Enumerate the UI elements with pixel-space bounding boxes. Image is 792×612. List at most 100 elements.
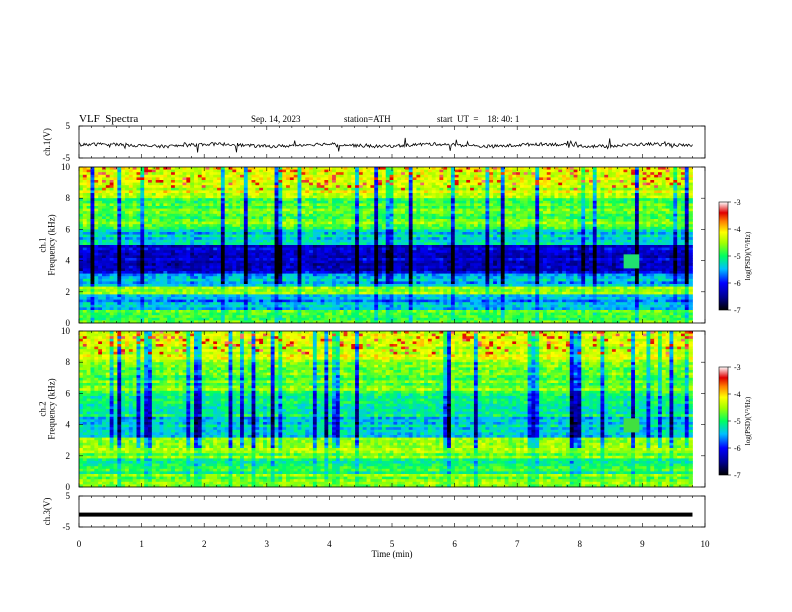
spectrogram-cell (301, 198, 305, 201)
spectrogram-cell (194, 190, 198, 193)
spectrogram-cell (646, 242, 650, 245)
spectrogram-cell (351, 219, 355, 222)
spectrogram-cell (554, 219, 558, 222)
spectrogram-cell (593, 172, 597, 175)
spectrogram-cell (156, 206, 160, 209)
spectrogram-cell (528, 240, 532, 243)
spectrogram-cell (420, 224, 424, 227)
spectrogram-cell (190, 235, 194, 238)
spectrogram-cell (336, 206, 340, 209)
spectrogram-cell (213, 232, 217, 235)
spectrogram-cell (654, 209, 658, 212)
spectrogram-cell (558, 216, 562, 219)
spectrogram-cell (635, 206, 639, 209)
spectrogram-cell (140, 193, 144, 196)
spectrogram-cell (275, 206, 279, 209)
spectrogram-cell (301, 216, 305, 219)
spectrogram-cell (117, 180, 121, 183)
spectrogram-cell (252, 240, 256, 243)
spectrogram-cell (137, 190, 141, 193)
spectrogram-cell (328, 216, 332, 219)
spectrogram-cell (439, 188, 443, 191)
spectrogram-cell (367, 219, 371, 222)
spectrogram-cell (225, 206, 229, 209)
spectrogram-cell (232, 219, 236, 222)
spectrogram-cell (577, 222, 581, 225)
spectrogram-cell (202, 232, 206, 235)
spectrogram-cell (202, 203, 206, 206)
spectrogram-cell (505, 206, 509, 209)
spectrogram-cell (639, 198, 643, 201)
spectrogram-cell (317, 211, 321, 214)
spectrogram-cell (133, 175, 137, 178)
spectrogram-cell (117, 224, 121, 227)
spectrogram-cell (183, 245, 187, 248)
spectrogram-cell (183, 185, 187, 188)
spectrogram-cell (83, 196, 87, 199)
spectrogram-cell (324, 242, 328, 245)
spectrogram-cell (370, 183, 374, 186)
spectrogram-cell (627, 229, 631, 232)
spectrogram-cell (317, 167, 321, 170)
spectrogram-cell (156, 170, 160, 173)
spectrogram-cell (367, 180, 371, 183)
spectrogram-cell (309, 175, 313, 178)
spectrogram-cell (535, 185, 539, 188)
spectrogram-cell (83, 209, 87, 212)
spectrogram-cell (240, 229, 244, 232)
spectrogram-cell (213, 185, 217, 188)
spectrogram-cell (531, 235, 535, 238)
spectrogram-cell (248, 211, 252, 214)
spectrogram-cell (405, 211, 409, 214)
spectrogram-cell (635, 242, 639, 245)
spectrogram-cell (535, 190, 539, 193)
spectrogram-cell (528, 201, 532, 204)
spectrogram-cell (505, 188, 509, 191)
spectrogram-cell (466, 222, 470, 225)
spectrogram-cell (282, 240, 286, 243)
spectrogram-cell (221, 206, 225, 209)
spectrogram-cell (355, 245, 359, 248)
spectrogram-cell (428, 224, 432, 227)
spectrogram-cell (98, 203, 102, 206)
spectrogram-cell (328, 245, 332, 248)
spectrogram-cell (347, 198, 351, 201)
spectrogram-cell (635, 229, 639, 232)
spectrogram-cell (209, 203, 213, 206)
spectrogram-cell (401, 193, 405, 196)
spectrogram-cell (275, 219, 279, 222)
spectrogram-cell (163, 248, 167, 251)
spectrogram-cell (386, 224, 390, 227)
spectrogram-cell (367, 211, 371, 214)
spectrogram-cell (666, 177, 670, 180)
spectrogram-cell (313, 206, 317, 209)
spectrogram-cell (620, 211, 624, 214)
spectrogram-cell (547, 193, 551, 196)
spectrogram-cell (175, 177, 179, 180)
spectrogram-cell (397, 245, 401, 248)
spectrogram-cell (413, 211, 417, 214)
spectrogram-cell (229, 214, 233, 217)
spectrogram-cell (378, 190, 382, 193)
spectrogram-cell (493, 177, 497, 180)
spectrogram-cell (681, 214, 685, 217)
spectrogram-cell (485, 224, 489, 227)
spectrogram-cell (627, 193, 631, 196)
spectrogram-cell (505, 190, 509, 193)
spectrogram-cell (589, 185, 593, 188)
spectrogram-cell (171, 224, 175, 227)
spectrogram-cell (209, 201, 213, 204)
spectrogram-cell (390, 240, 394, 243)
spectrogram-cell (194, 240, 198, 243)
spectrogram-cell (666, 227, 670, 230)
spectrogram-cell (98, 209, 102, 212)
spectrogram-cell (221, 188, 225, 191)
spectrogram-cell (194, 206, 198, 209)
spectrogram-cell (585, 193, 589, 196)
spectrogram-cell (87, 219, 91, 222)
spectrogram-cell (420, 188, 424, 191)
spectrogram-cell (447, 175, 451, 178)
spectrogram-cell (577, 216, 581, 219)
spectrogram-cell (577, 203, 581, 206)
spectrogram-cell (420, 235, 424, 238)
